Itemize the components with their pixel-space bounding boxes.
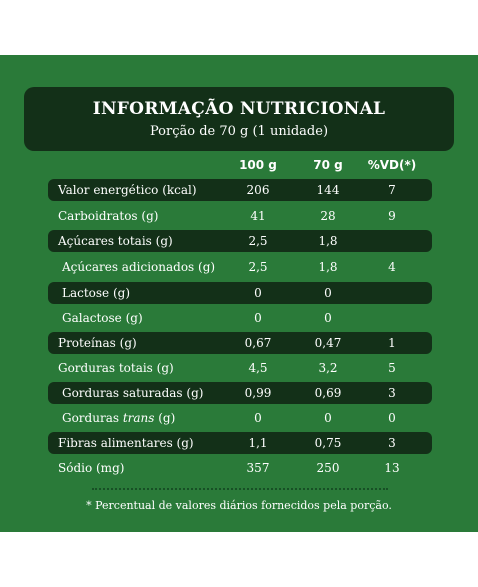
header-vd: %VD(*)	[367, 158, 417, 172]
row-label: Valor energético (kcal)	[58, 183, 197, 197]
table-row: Açúcares totais (g) 2,5 1,8	[48, 230, 432, 252]
value-vd	[357, 230, 427, 252]
value-70g: 1,8	[318, 234, 338, 248]
row-label: Gorduras saturadas (g)	[62, 386, 204, 400]
value-100g: 357	[246, 461, 270, 475]
value-vd	[357, 307, 427, 329]
dotted-divider	[92, 488, 388, 492]
table-row: Açúcares adicionados (g) 2,5 1,8 4	[48, 256, 432, 278]
header-70g: 70 g	[313, 158, 343, 172]
row-label: Açúcares totais (g)	[58, 234, 173, 248]
row-label: Proteínas (g)	[58, 336, 137, 350]
value-100g: 0	[254, 311, 262, 325]
value-100g: 2,5	[248, 234, 268, 248]
footnote: * Percentual de valores diários fornecid…	[86, 499, 392, 512]
row-label: Gorduras trans (g)	[62, 407, 175, 429]
table-row: Proteínas (g) 0,67 0,47 1	[48, 332, 432, 354]
table-row: Gorduras trans (g) 0 0 0	[48, 407, 432, 429]
value-vd: 4	[388, 260, 396, 274]
value-100g: 1,1	[248, 436, 268, 450]
value-vd: 1	[388, 336, 396, 350]
label-prefix: Gorduras	[62, 411, 123, 425]
value-vd: 13	[384, 461, 400, 475]
table-row: Galactose (g) 0 0	[48, 307, 432, 329]
value-vd	[357, 282, 427, 304]
table-row: Gorduras saturadas (g) 0,99 0,69 3	[48, 382, 432, 404]
table-row: Sódio (mg) 357 250 13	[48, 457, 432, 479]
value-70g: 0,69	[314, 386, 342, 400]
table-row: Carboidratos (g) 41 28 9	[48, 205, 432, 227]
table-row: Gorduras totais (g) 4,5 3,2 5	[48, 357, 432, 379]
value-70g: 3,2	[318, 361, 338, 375]
value-100g: 0	[254, 286, 262, 300]
header-100g: 100 g	[239, 158, 277, 172]
nutrition-panel: INFORMAÇÃO NUTRICIONAL Porção de 70 g (1…	[0, 55, 478, 532]
row-label: Carboidratos (g)	[58, 209, 159, 223]
value-70g: 0	[324, 311, 332, 325]
row-label: Gorduras totais (g)	[58, 361, 174, 375]
value-vd: 9	[388, 209, 396, 223]
value-vd: 5	[388, 361, 396, 375]
value-100g: 0,99	[244, 386, 272, 400]
label-italic: trans	[122, 411, 155, 425]
row-label: Açúcares adicionados (g)	[62, 260, 216, 274]
table-row: Fibras alimentares (g) 1,1 0,75 3	[48, 432, 432, 454]
table-row: Valor energético (kcal) 206 144 7	[48, 179, 432, 201]
value-100g: 4,5	[248, 361, 268, 375]
value-vd: 3	[388, 386, 396, 400]
row-label: Galactose (g)	[62, 311, 143, 325]
value-100g: 0	[254, 411, 262, 425]
value-70g: 144	[316, 183, 340, 197]
value-100g: 206	[246, 183, 270, 197]
title-box: INFORMAÇÃO NUTRICIONAL Porção de 70 g (1…	[24, 87, 454, 151]
value-70g: 0,47	[314, 336, 342, 350]
table-row: Lactose (g) 0 0	[48, 282, 432, 304]
value-70g: 28	[320, 209, 336, 223]
row-label: Sódio (mg)	[58, 461, 125, 475]
value-70g: 0	[324, 286, 332, 300]
row-label: Fibras alimentares (g)	[58, 436, 194, 450]
value-100g: 41	[250, 209, 266, 223]
serving-size: Porção de 70 g (1 unidade)	[149, 124, 329, 139]
value-100g: 0,67	[244, 336, 272, 350]
row-label: Lactose (g)	[62, 286, 131, 300]
value-100g: 2,5	[248, 260, 268, 274]
label-suffix: (g)	[154, 411, 176, 425]
value-70g: 1,8	[318, 260, 338, 274]
value-70g: 0,75	[314, 436, 342, 450]
value-vd: 7	[388, 183, 396, 197]
table-title: INFORMAÇÃO NUTRICIONAL	[92, 99, 386, 119]
value-70g: 250	[316, 461, 340, 475]
value-vd: 3	[388, 436, 396, 450]
value-vd: 0	[388, 411, 396, 425]
value-70g: 0	[324, 411, 332, 425]
